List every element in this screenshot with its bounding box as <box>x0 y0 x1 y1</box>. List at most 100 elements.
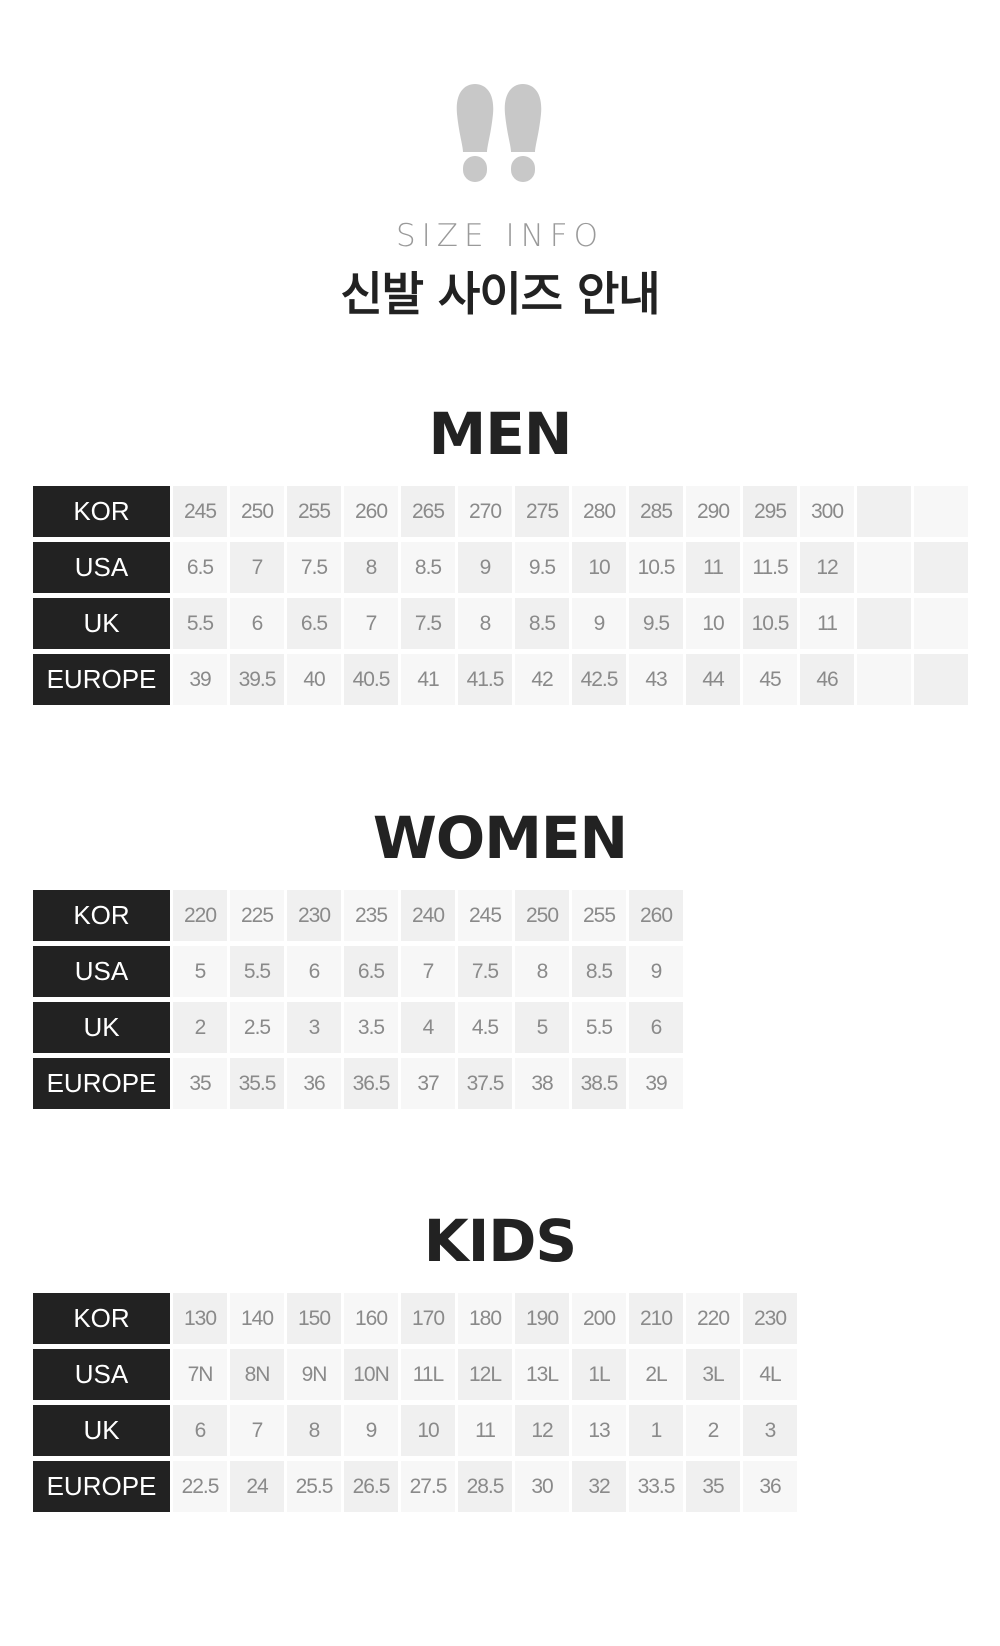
table-row: EUROPE 22.5 24 25.5 26.5 27.5 28.5 30 32 33.5 35 36 <box>33 1461 800 1512</box>
size-cell: 6 <box>173 1405 227 1456</box>
size-cell: 3L <box>686 1349 740 1400</box>
row-label: UK <box>33 1405 170 1456</box>
table-row: USA 7N 8N 9N 10N 11L 12L 13L 1L 2L 3L 4L <box>33 1349 800 1400</box>
size-cell: 25.5 <box>287 1461 341 1512</box>
size-cell: 9 <box>458 542 512 593</box>
size-cell: 8 <box>344 542 398 593</box>
size-cell: 170 <box>401 1293 455 1344</box>
size-cell: 43 <box>629 654 683 705</box>
size-cell: 3 <box>287 1002 341 1053</box>
size-cell: 160 <box>344 1293 398 1344</box>
row-label: USA <box>33 946 170 997</box>
size-cell: 285 <box>629 486 683 537</box>
size-cell: 4L <box>743 1349 797 1400</box>
size-cell: 225 <box>230 890 284 941</box>
size-cell: 5.5 <box>572 1002 626 1053</box>
row-label: KOR <box>33 1293 170 1344</box>
table-row: UK 5.5 6 6.5 7 7.5 8 8.5 9 9.5 10 10.5 11 <box>33 598 971 649</box>
size-cell: 2 <box>686 1405 740 1456</box>
size-cell: 1L <box>572 1349 626 1400</box>
size-cell: 245 <box>173 486 227 537</box>
table-row: KOR 220 225 230 235 240 245 250 255 260 <box>33 890 686 941</box>
size-cell: 5.5 <box>173 598 227 649</box>
table-row: UK 2 2.5 3 3.5 4 4.5 5 5.5 6 <box>33 1002 686 1053</box>
size-cell: 39 <box>173 654 227 705</box>
row-label: EUROPE <box>33 1058 170 1109</box>
size-cell: 230 <box>287 890 341 941</box>
size-cell: 255 <box>572 890 626 941</box>
size-cell: 295 <box>743 486 797 537</box>
size-cell: 7.5 <box>287 542 341 593</box>
size-cell: 255 <box>287 486 341 537</box>
size-cell: 38 <box>515 1058 569 1109</box>
size-cell: 39 <box>629 1058 683 1109</box>
size-cell: 22.5 <box>173 1461 227 1512</box>
size-cell: 10N <box>344 1349 398 1400</box>
row-label: EUROPE <box>33 1461 170 1512</box>
size-cell: 7 <box>230 1405 284 1456</box>
size-cell: 250 <box>230 486 284 537</box>
size-cell: 6.5 <box>173 542 227 593</box>
size-cell: 33.5 <box>629 1461 683 1512</box>
row-label: EUROPE <box>33 654 170 705</box>
size-cell: 300 <box>800 486 854 537</box>
size-cell: 7N <box>173 1349 227 1400</box>
size-cell: 10 <box>686 598 740 649</box>
size-cell: 35 <box>686 1461 740 1512</box>
size-cell: 9N <box>287 1349 341 1400</box>
size-cell: 38.5 <box>572 1058 626 1109</box>
size-cell: 2L <box>629 1349 683 1400</box>
size-cell: 7.5 <box>401 598 455 649</box>
size-cell: 290 <box>686 486 740 537</box>
size-cell: 260 <box>344 486 398 537</box>
size-cell: 245 <box>458 890 512 941</box>
table-row: EUROPE 39 39.5 40 40.5 41 41.5 42 42.5 43 44 45 46 <box>33 654 971 705</box>
size-cell: 44 <box>686 654 740 705</box>
size-cell: 3 <box>743 1405 797 1456</box>
size-cell: 13L <box>515 1349 569 1400</box>
size-cell: 11 <box>458 1405 512 1456</box>
size-cell: 35.5 <box>230 1058 284 1109</box>
size-cell: 36 <box>743 1461 797 1512</box>
size-cell: 26.5 <box>344 1461 398 1512</box>
size-cell <box>914 486 968 537</box>
size-cell: 2 <box>173 1002 227 1053</box>
size-cell: 46 <box>800 654 854 705</box>
size-cell: 280 <box>572 486 626 537</box>
size-cell: 150 <box>287 1293 341 1344</box>
size-cell: 5 <box>515 1002 569 1053</box>
size-cell: 11L <box>401 1349 455 1400</box>
size-cell: 45 <box>743 654 797 705</box>
size-cell: 24 <box>230 1461 284 1512</box>
row-label: USA <box>33 542 170 593</box>
size-cell: 210 <box>629 1293 683 1344</box>
size-cell: 12 <box>515 1405 569 1456</box>
subtitle: SIZE INFO <box>395 218 605 254</box>
size-cell: 9 <box>572 598 626 649</box>
table-row: EUROPE 35 35.5 36 36.5 37 37.5 38 38.5 39 <box>33 1058 686 1109</box>
size-cell: 8.5 <box>401 542 455 593</box>
size-cell: 32 <box>572 1461 626 1512</box>
row-label: KOR <box>33 890 170 941</box>
size-cell: 250 <box>515 890 569 941</box>
size-cell: 5.5 <box>230 946 284 997</box>
size-cell: 40.5 <box>344 654 398 705</box>
size-cell: 11 <box>800 598 854 649</box>
size-cell: 9 <box>344 1405 398 1456</box>
footprints-icon <box>456 84 542 182</box>
size-cell <box>914 542 968 593</box>
size-cell: 6 <box>629 1002 683 1053</box>
size-cell: 6.5 <box>344 946 398 997</box>
size-cell: 13 <box>572 1405 626 1456</box>
size-cell: 28.5 <box>458 1461 512 1512</box>
size-cell: 37 <box>401 1058 455 1109</box>
size-cell: 7 <box>344 598 398 649</box>
size-cell: 36.5 <box>344 1058 398 1109</box>
size-cell: 9.5 <box>629 598 683 649</box>
size-cell: 11.5 <box>743 542 797 593</box>
row-label: UK <box>33 1002 170 1053</box>
size-cell <box>857 598 911 649</box>
size-cell: 230 <box>743 1293 797 1344</box>
size-cell: 220 <box>686 1293 740 1344</box>
size-cell: 3.5 <box>344 1002 398 1053</box>
